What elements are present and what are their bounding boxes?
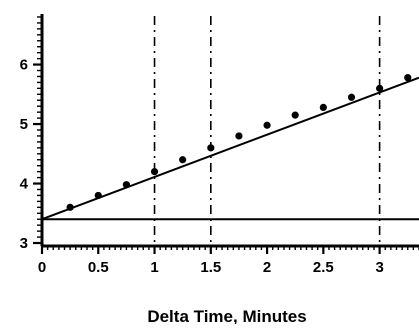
y-tick-label: 3 — [20, 235, 28, 252]
x-tick-label: 2 — [263, 259, 271, 276]
series — [41, 74, 419, 221]
data-point — [376, 84, 384, 92]
data-point — [347, 93, 356, 101]
data-point — [235, 132, 243, 140]
ticks — [33, 16, 419, 254]
x-tick-label: 2.5 — [313, 259, 334, 276]
x-tick-label: 1 — [150, 259, 158, 276]
data-point — [319, 103, 327, 111]
data-point — [150, 168, 159, 176]
x-tick-label: 0.5 — [88, 259, 109, 276]
data-point — [263, 121, 271, 129]
data-point — [404, 74, 412, 82]
tick-labels: 3 4 5 6 0 0.5 1 1.5 2 2.5 3 — [20, 57, 384, 276]
axes — [40, 14, 419, 248]
y-tick-label: 6 — [20, 57, 28, 74]
x-axis-label: Delta Time, Minutes — [147, 307, 306, 324]
fit-line — [41, 76, 419, 221]
x-tick-label: 1.5 — [200, 259, 221, 276]
y-tick-label: 4 — [20, 176, 29, 193]
data-point — [179, 156, 187, 164]
data-point — [291, 111, 299, 119]
data-point — [207, 144, 215, 152]
x-tick-label: 0 — [38, 259, 46, 276]
y-tick-label: 5 — [20, 116, 28, 133]
x-tick-label: 3 — [375, 259, 383, 276]
vertical-dashed-lines — [153, 16, 381, 246]
